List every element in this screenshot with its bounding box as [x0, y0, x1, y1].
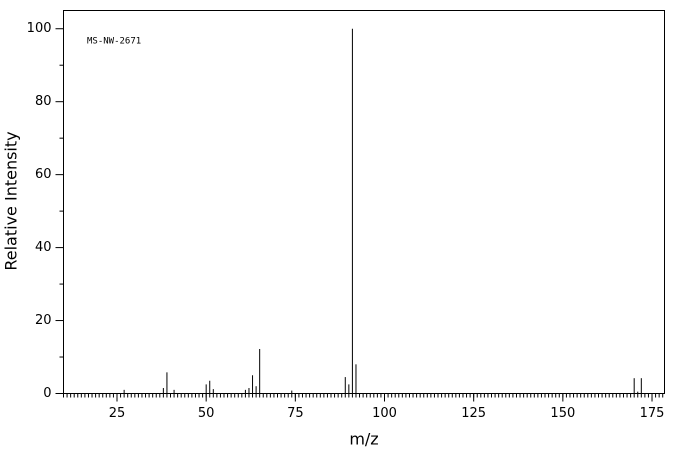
- x-tick-label: 100: [372, 406, 397, 421]
- x-tick-label: 175: [640, 406, 665, 421]
- x-tick-label: 75: [287, 406, 304, 421]
- plot-frame: [63, 10, 665, 394]
- x-axis-label: m/z: [349, 430, 378, 449]
- x-tick-label: 50: [198, 406, 215, 421]
- y-tick-label: 60: [35, 167, 52, 182]
- x-tick-label: 125: [461, 406, 486, 421]
- annotation: MS-NW-2671: [87, 37, 141, 47]
- y-tick-label: 100: [27, 21, 52, 36]
- y-tick-label: 0: [43, 386, 51, 401]
- y-tick-label: 20: [35, 313, 52, 328]
- x-tick-label: 150: [550, 406, 575, 421]
- y-tick-label: 80: [35, 94, 52, 109]
- y-axis-label: Relative Intensity: [2, 131, 21, 270]
- x-tick-label: 25: [109, 406, 126, 421]
- y-tick-label: 40: [35, 240, 52, 255]
